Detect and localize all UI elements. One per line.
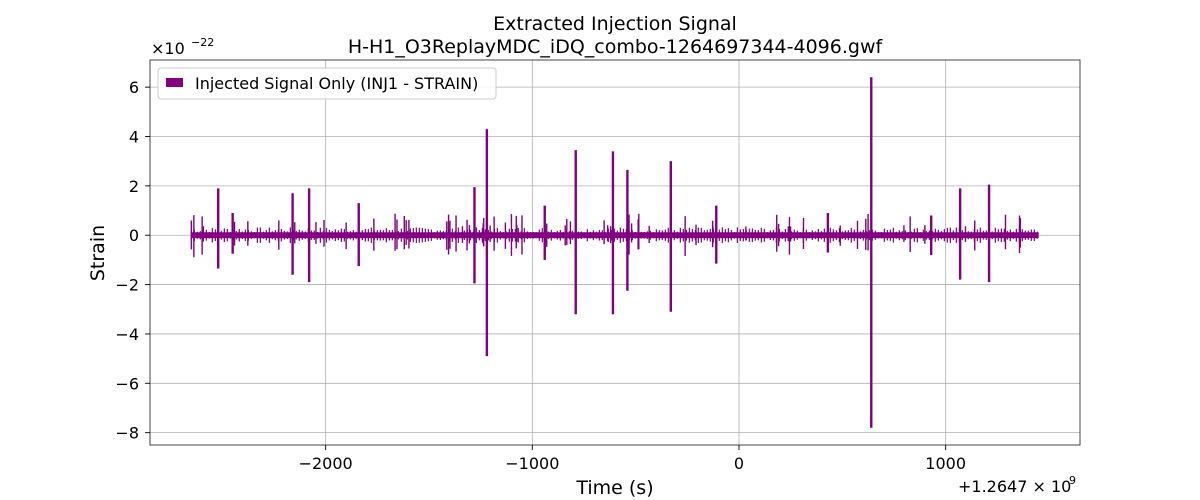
series-0 xyxy=(190,77,1039,428)
plot-area xyxy=(190,77,1039,428)
y-tick-label: 6 xyxy=(129,78,139,97)
baseline-noise-band xyxy=(191,232,1039,239)
chart-title: Extracted Injection Signal xyxy=(493,13,737,35)
y-axis-ticks: −8 −6 −4 −2 0 2 4 6 xyxy=(115,78,150,443)
y-tick-label: −8 xyxy=(115,424,139,443)
y-multiplier-base: ×10 xyxy=(151,39,185,58)
plot-area-background xyxy=(150,60,1080,445)
legend-label: Injected Signal Only (INJ1 - STRAIN) xyxy=(195,74,478,93)
y-tick-label: −2 xyxy=(115,276,139,295)
x-axis-ticks: −2000 −1000 0 1000 xyxy=(299,445,966,473)
y-tick-label: 4 xyxy=(129,128,139,147)
x-axis-label: Time (s) xyxy=(575,477,653,499)
y-multiplier-exponent: −22 xyxy=(191,36,214,49)
y-tick-label: 2 xyxy=(129,177,139,196)
y-tick-label: −6 xyxy=(115,374,139,393)
x-offset-exponent: 9 xyxy=(1069,474,1076,487)
y-tick-label: 0 xyxy=(129,226,139,245)
y-tick-label: −4 xyxy=(115,325,139,344)
legend-box xyxy=(157,67,497,100)
legend: Injected Signal Only (INJ1 - STRAIN) xyxy=(157,67,497,100)
x-tick-label: 0 xyxy=(734,454,744,473)
x-tick-label: 1000 xyxy=(925,454,966,473)
x-tick-label: −1000 xyxy=(505,454,559,473)
legend-swatch xyxy=(166,78,183,87)
chart-subtitle: H-H1_O3ReplayMDC_iDQ_combo-1264697344-40… xyxy=(348,36,884,58)
y-multiplier: ×10 −22 xyxy=(151,36,214,58)
x-tick-label: −2000 xyxy=(299,454,353,473)
plot-frame xyxy=(149,59,1081,446)
x-offset-base: +1.2647 × 10 xyxy=(958,477,1071,496)
x-offset: +1.2647 × 10 9 xyxy=(958,474,1076,496)
y-axis-label: Strain xyxy=(87,225,109,281)
